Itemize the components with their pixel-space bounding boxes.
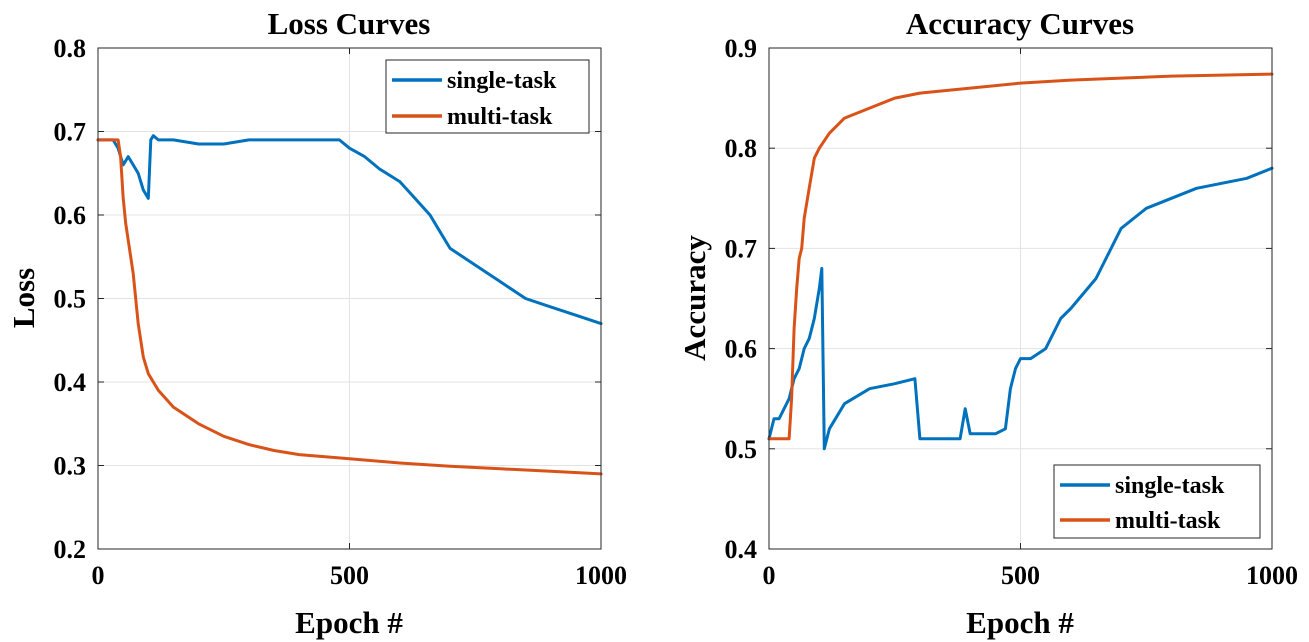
accuracy-legend-box <box>1053 464 1261 539</box>
loss-xtick-label-1: 500 <box>330 561 369 590</box>
accuracy-ytick-label-1: 0.5 <box>725 435 758 464</box>
accuracy-chart-legend: single-task multi-task <box>1053 464 1261 539</box>
loss-legend-box <box>385 59 590 134</box>
loss-ytick-label-0: 0.2 <box>54 535 87 564</box>
loss-chart-series <box>96 134 603 476</box>
loss-chart: Loss Curves Epoch # Loss 0 500 10000.20.30… <box>6 6 627 640</box>
loss-chart-ticks: 0 500 1000 0.2 0.3 0.4 0.5 0.6 0.7 0.8 <box>54 34 628 590</box>
loss-xtick-label-2: 1000 <box>575 561 627 590</box>
accuracy-ytick-label-4: 0.8 <box>725 134 758 163</box>
accuracy-legend-label-multi: multi-task <box>1115 508 1221 534</box>
accuracy-legend-label-single: single-task <box>1115 473 1225 499</box>
loss-ytick-label-6: 0.8 <box>54 34 87 63</box>
loss-legend-label-single: single-task <box>447 68 557 94</box>
accuracy-series-multi-task <box>767 72 1274 441</box>
loss-chart-ylabel: Loss <box>6 268 41 328</box>
accuracy-chart-ylabel: Accuracy <box>677 235 712 361</box>
loss-xtick-label-0: 0 <box>92 561 105 590</box>
loss-ytick-label-3: 0.5 <box>54 285 87 314</box>
accuracy-chart-title: Accuracy Curves <box>906 6 1134 41</box>
accuracy-chart-series <box>767 72 1274 451</box>
accuracy-chart: Accuracy Curves Epoch # Accuracy 0 500 100… <box>677 6 1298 640</box>
accuracy-ytick-label-2: 0.6 <box>725 335 758 364</box>
accuracy-series-single-task <box>767 166 1274 451</box>
accuracy-chart-xlabel: Epoch # <box>966 605 1074 640</box>
loss-series-multi-task <box>96 138 603 476</box>
loss-ytick-label-5: 0.7 <box>54 118 87 147</box>
accuracy-ytick-label-3: 0.7 <box>725 234 758 263</box>
loss-chart-xlabel: Epoch # <box>295 605 403 640</box>
accuracy-chart-ticks: 0 500 1000 0.4 0.5 0.6 0.7 0.8 0.9 <box>725 34 1299 590</box>
loss-ytick-label-4: 0.6 <box>54 201 87 230</box>
loss-chart-title: Loss Curves <box>268 6 431 41</box>
accuracy-ytick-label-0: 0.4 <box>725 535 758 564</box>
loss-chart-legend: single-task multi-task <box>385 59 590 134</box>
accuracy-xtick-label-1: 500 <box>1001 561 1040 590</box>
loss-ytick-label-1: 0.3 <box>54 452 87 481</box>
accuracy-ytick-label-5: 0.9 <box>725 34 758 63</box>
loss-ytick-label-2: 0.4 <box>54 368 87 397</box>
accuracy-xtick-label-0: 0 <box>763 561 776 590</box>
loss-legend-label-multi: multi-task <box>447 104 553 130</box>
accuracy-xtick-label-2: 1000 <box>1246 561 1298 590</box>
loss-series-single-task <box>96 134 603 326</box>
